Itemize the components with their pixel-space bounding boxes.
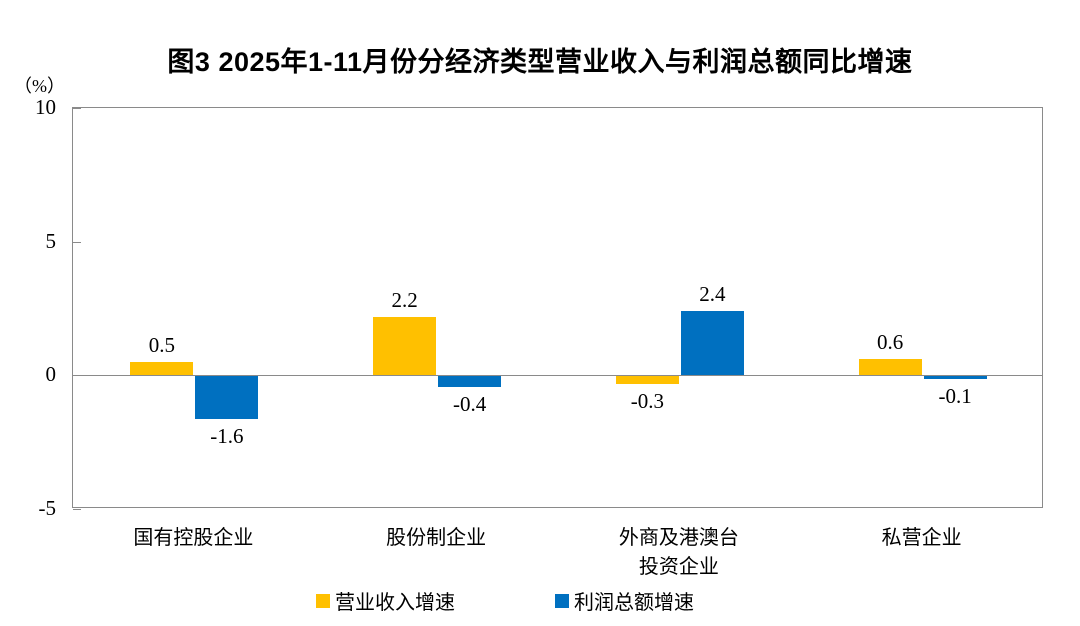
y-tick-label-5: 5 — [45, 228, 57, 253]
legend-item-1: 利润总额增速 — [555, 586, 694, 615]
bar-series1-group1 — [438, 376, 502, 388]
legend-swatch-icon — [555, 593, 569, 608]
legend-label: 营业收入增速 — [335, 592, 455, 614]
data-label-series1-group1: -0.4 — [453, 392, 487, 417]
data-label-series1-group3: -0.1 — [938, 384, 972, 408]
data-label-series0-group3: 0.6 — [877, 330, 904, 355]
plot-area: 0.5 -1.6 2.2 -0.4 -0.3 2.4 0.6 -0.1 — [72, 107, 1043, 510]
bar-series1-group3 — [923, 376, 987, 379]
category-label-1: 股份制企业 — [386, 527, 487, 549]
y-tick-mark — [73, 375, 81, 377]
category-label-2: 外商及港澳台 投资企业 — [618, 527, 739, 578]
chart-legend: 营业收入增速 利润总额增速 — [0, 586, 1010, 615]
y-tick-label-10: 10 — [35, 95, 56, 119]
chart-title: 图3 2025年1-11月份分经济类型营业收入与利润总额同比增速 — [167, 47, 913, 77]
y-axis-unit-label: （%） — [14, 76, 65, 96]
bar-series1-group2 — [680, 311, 744, 376]
y-tick-mark — [73, 108, 81, 109]
y-tick-mark — [73, 241, 81, 243]
zero-axis-line — [73, 375, 1042, 377]
y-tick-mark — [73, 509, 81, 510]
category-label-3: 私营企业 — [881, 527, 962, 549]
legend-label: 利润总额增速 — [574, 592, 694, 614]
bar-series0-group3 — [858, 359, 922, 376]
legend-item-0: 营业收入增速 — [316, 586, 455, 615]
y-tick-label-0: 0 — [45, 362, 57, 387]
category-label-0: 国有控股企业 — [133, 527, 254, 549]
bar-series0-group0 — [130, 361, 194, 376]
data-label-series0-group1: 2.2 — [391, 287, 418, 312]
data-label-series1-group0: -1.6 — [210, 424, 244, 449]
data-label-series1-group2: 2.4 — [699, 282, 726, 307]
data-label-series0-group0: 0.5 — [148, 332, 175, 357]
data-label-series0-group2: -0.3 — [630, 389, 664, 414]
legend-swatch-icon — [316, 593, 330, 608]
bar-series1-group0 — [195, 376, 259, 420]
bar-series0-group2 — [615, 376, 679, 385]
bar-series0-group1 — [373, 316, 437, 376]
y-tick-label--5: -5 — [38, 496, 57, 520]
